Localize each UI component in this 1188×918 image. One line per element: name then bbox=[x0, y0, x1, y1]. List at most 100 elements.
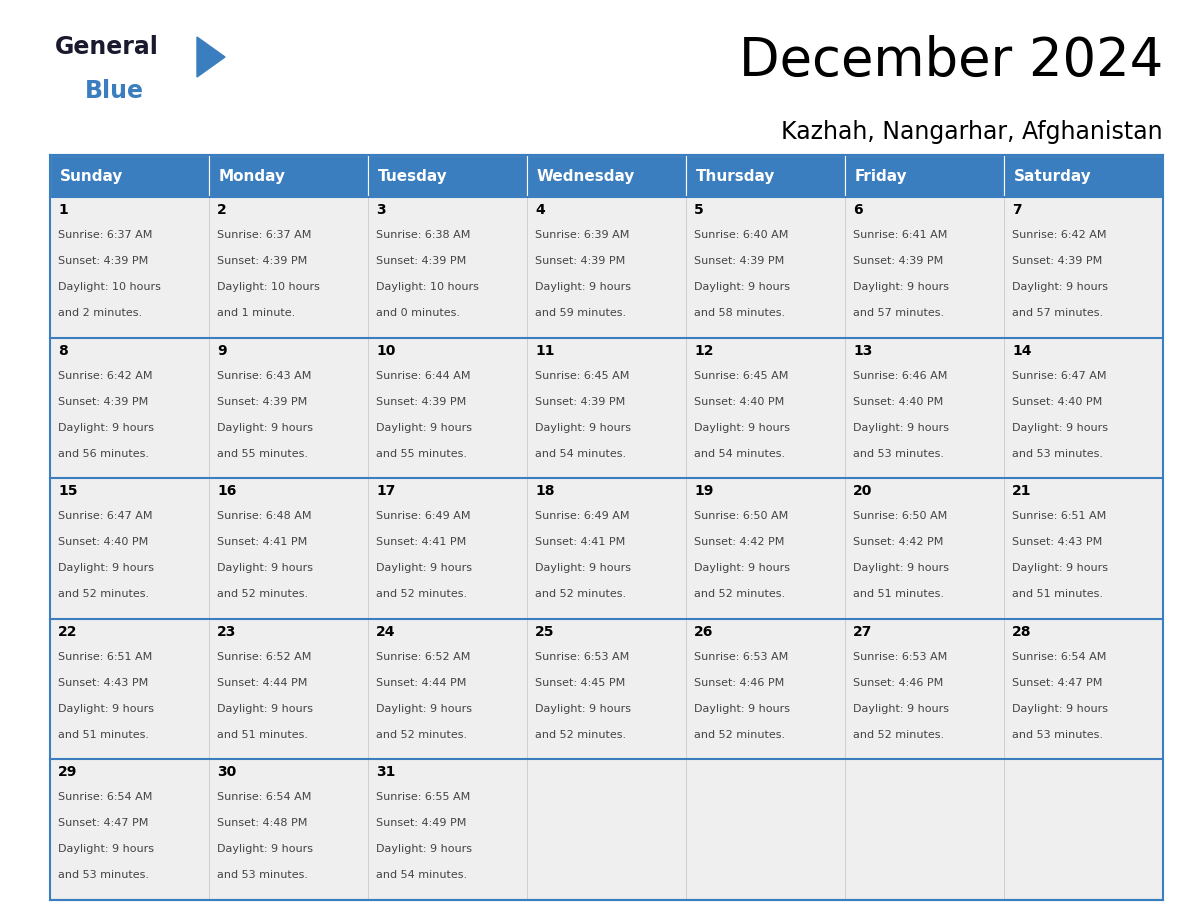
Text: Sunrise: 6:42 AM: Sunrise: 6:42 AM bbox=[58, 371, 152, 381]
Bar bbox=[527, 759, 685, 900]
Text: 23: 23 bbox=[217, 625, 236, 639]
Bar bbox=[50, 155, 209, 197]
Bar bbox=[685, 478, 845, 619]
Text: Sunset: 4:42 PM: Sunset: 4:42 PM bbox=[694, 537, 784, 547]
Text: Daylight: 9 hours: Daylight: 9 hours bbox=[853, 422, 949, 432]
Text: Sunrise: 6:49 AM: Sunrise: 6:49 AM bbox=[375, 511, 470, 521]
Bar bbox=[368, 759, 527, 900]
Text: Daylight: 10 hours: Daylight: 10 hours bbox=[58, 282, 160, 292]
Text: December 2024: December 2024 bbox=[739, 35, 1163, 87]
Text: 4: 4 bbox=[535, 203, 545, 217]
Bar bbox=[368, 338, 527, 478]
Text: 1: 1 bbox=[58, 203, 68, 217]
Text: Sunset: 4:39 PM: Sunset: 4:39 PM bbox=[853, 256, 943, 266]
Text: 13: 13 bbox=[853, 343, 872, 358]
Text: 11: 11 bbox=[535, 343, 555, 358]
Text: 3: 3 bbox=[375, 203, 386, 217]
Text: Sunset: 4:39 PM: Sunset: 4:39 PM bbox=[217, 256, 308, 266]
Bar bbox=[209, 759, 368, 900]
Text: Daylight: 9 hours: Daylight: 9 hours bbox=[694, 704, 790, 714]
Text: Sunrise: 6:39 AM: Sunrise: 6:39 AM bbox=[535, 230, 630, 240]
Bar bbox=[845, 338, 1004, 478]
Text: Sunrise: 6:46 AM: Sunrise: 6:46 AM bbox=[853, 371, 947, 381]
Text: 17: 17 bbox=[375, 484, 396, 498]
Text: Daylight: 9 hours: Daylight: 9 hours bbox=[217, 422, 312, 432]
Text: Sunset: 4:39 PM: Sunset: 4:39 PM bbox=[217, 397, 308, 407]
Text: Tuesday: Tuesday bbox=[378, 169, 448, 184]
Bar bbox=[209, 197, 368, 338]
Bar bbox=[50, 338, 209, 478]
Text: 29: 29 bbox=[58, 766, 77, 779]
Text: Wednesday: Wednesday bbox=[537, 169, 634, 184]
Text: Sunset: 4:40 PM: Sunset: 4:40 PM bbox=[853, 397, 943, 407]
Bar bbox=[209, 338, 368, 478]
Text: Sunset: 4:39 PM: Sunset: 4:39 PM bbox=[535, 256, 625, 266]
Text: 6: 6 bbox=[853, 203, 862, 217]
Text: Sunrise: 6:50 AM: Sunrise: 6:50 AM bbox=[694, 511, 788, 521]
Text: Sunrise: 6:53 AM: Sunrise: 6:53 AM bbox=[694, 652, 788, 662]
Text: Sunset: 4:40 PM: Sunset: 4:40 PM bbox=[694, 397, 784, 407]
Text: Daylight: 9 hours: Daylight: 9 hours bbox=[694, 422, 790, 432]
Text: Daylight: 9 hours: Daylight: 9 hours bbox=[58, 845, 154, 855]
Text: and 54 minutes.: and 54 minutes. bbox=[375, 870, 467, 880]
Text: Sunrise: 6:42 AM: Sunrise: 6:42 AM bbox=[1012, 230, 1106, 240]
Text: Sunset: 4:46 PM: Sunset: 4:46 PM bbox=[694, 677, 784, 688]
Text: Saturday: Saturday bbox=[1013, 169, 1092, 184]
Text: 27: 27 bbox=[853, 625, 872, 639]
Text: and 52 minutes.: and 52 minutes. bbox=[375, 730, 467, 740]
Bar bbox=[1004, 619, 1163, 759]
Text: 15: 15 bbox=[58, 484, 77, 498]
Text: and 52 minutes.: and 52 minutes. bbox=[58, 589, 148, 599]
Text: Sunrise: 6:53 AM: Sunrise: 6:53 AM bbox=[853, 652, 947, 662]
Text: and 52 minutes.: and 52 minutes. bbox=[694, 589, 785, 599]
Bar bbox=[368, 478, 527, 619]
Text: Sunset: 4:39 PM: Sunset: 4:39 PM bbox=[58, 256, 148, 266]
Text: Daylight: 9 hours: Daylight: 9 hours bbox=[1012, 704, 1108, 714]
Text: and 2 minutes.: and 2 minutes. bbox=[58, 308, 143, 318]
Text: Daylight: 9 hours: Daylight: 9 hours bbox=[375, 564, 472, 573]
Text: Daylight: 10 hours: Daylight: 10 hours bbox=[375, 282, 479, 292]
Text: Kazhah, Nangarhar, Afghanistan: Kazhah, Nangarhar, Afghanistan bbox=[782, 120, 1163, 144]
Text: and 52 minutes.: and 52 minutes. bbox=[694, 730, 785, 740]
Bar bbox=[1004, 759, 1163, 900]
Text: Sunrise: 6:44 AM: Sunrise: 6:44 AM bbox=[375, 371, 470, 381]
Text: and 52 minutes.: and 52 minutes. bbox=[217, 589, 308, 599]
Text: and 0 minutes.: and 0 minutes. bbox=[375, 308, 460, 318]
Text: and 52 minutes.: and 52 minutes. bbox=[853, 730, 944, 740]
Text: Sunrise: 6:55 AM: Sunrise: 6:55 AM bbox=[375, 792, 470, 802]
Bar bbox=[845, 197, 1004, 338]
Text: 21: 21 bbox=[1012, 484, 1031, 498]
Text: and 55 minutes.: and 55 minutes. bbox=[217, 449, 308, 459]
Text: Sunset: 4:44 PM: Sunset: 4:44 PM bbox=[375, 677, 467, 688]
Text: Sunrise: 6:47 AM: Sunrise: 6:47 AM bbox=[1012, 371, 1106, 381]
Text: Sunset: 4:43 PM: Sunset: 4:43 PM bbox=[1012, 537, 1102, 547]
Text: Sunrise: 6:40 AM: Sunrise: 6:40 AM bbox=[694, 230, 789, 240]
Bar bbox=[527, 338, 685, 478]
Text: and 56 minutes.: and 56 minutes. bbox=[58, 449, 148, 459]
Text: and 53 minutes.: and 53 minutes. bbox=[1012, 449, 1102, 459]
Text: Daylight: 9 hours: Daylight: 9 hours bbox=[1012, 282, 1108, 292]
Bar bbox=[685, 155, 845, 197]
Bar bbox=[368, 619, 527, 759]
Bar bbox=[685, 759, 845, 900]
Text: Sunrise: 6:49 AM: Sunrise: 6:49 AM bbox=[535, 511, 630, 521]
Text: 10: 10 bbox=[375, 343, 396, 358]
Text: 7: 7 bbox=[1012, 203, 1022, 217]
Text: and 55 minutes.: and 55 minutes. bbox=[375, 449, 467, 459]
Text: 25: 25 bbox=[535, 625, 555, 639]
Text: and 54 minutes.: and 54 minutes. bbox=[694, 449, 785, 459]
Text: Daylight: 9 hours: Daylight: 9 hours bbox=[694, 282, 790, 292]
Bar bbox=[50, 155, 1163, 900]
Text: Sunrise: 6:37 AM: Sunrise: 6:37 AM bbox=[217, 230, 311, 240]
Text: Daylight: 9 hours: Daylight: 9 hours bbox=[58, 422, 154, 432]
Text: Sunrise: 6:48 AM: Sunrise: 6:48 AM bbox=[217, 511, 311, 521]
Bar bbox=[685, 197, 845, 338]
Text: General: General bbox=[55, 35, 159, 59]
Text: Sunset: 4:43 PM: Sunset: 4:43 PM bbox=[58, 677, 148, 688]
Text: Sunset: 4:47 PM: Sunset: 4:47 PM bbox=[1012, 677, 1102, 688]
Text: Sunset: 4:39 PM: Sunset: 4:39 PM bbox=[694, 256, 784, 266]
Text: 18: 18 bbox=[535, 484, 555, 498]
Text: Sunrise: 6:45 AM: Sunrise: 6:45 AM bbox=[694, 371, 789, 381]
Text: Daylight: 9 hours: Daylight: 9 hours bbox=[217, 564, 312, 573]
Text: Sunset: 4:39 PM: Sunset: 4:39 PM bbox=[375, 256, 466, 266]
